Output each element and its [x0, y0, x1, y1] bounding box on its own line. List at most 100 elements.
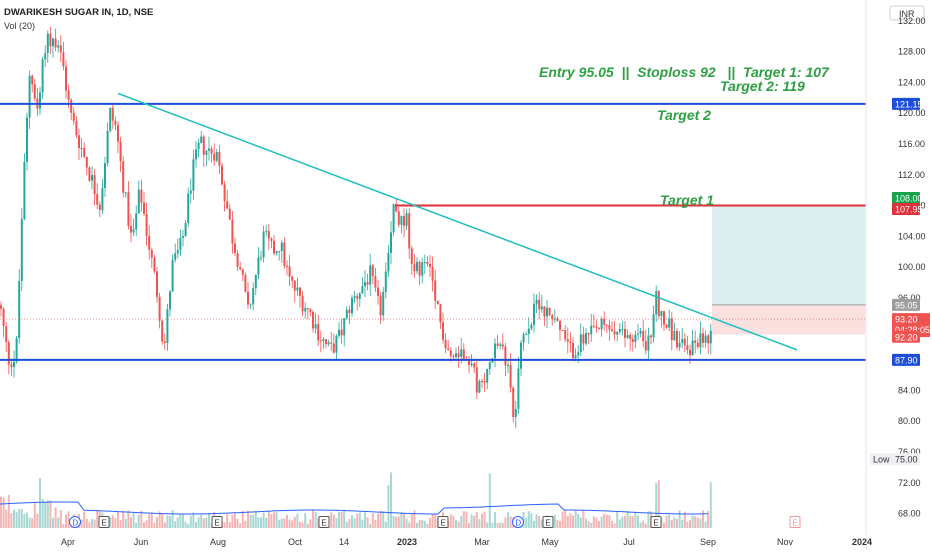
stop-badge: 92.20 [895, 332, 918, 342]
loss-zone [712, 304, 865, 335]
volume-bar [509, 516, 512, 528]
candle-body [288, 266, 291, 277]
volume-bar [483, 511, 486, 528]
volume-bar [283, 518, 286, 528]
candle-body [137, 189, 140, 214]
volume-bar [135, 522, 138, 528]
candle-body [702, 333, 704, 343]
volume-bar [478, 519, 481, 528]
time-tick-label: Nov [777, 537, 794, 547]
volume-bar [205, 517, 208, 528]
volume-bar [273, 512, 275, 528]
candle-body [124, 192, 127, 194]
volume-bar [41, 499, 44, 528]
time-axis[interactable]: Apr Jun Aug Oct 14 2023 Mar May Jul Sep Nov 2024 [0, 534, 872, 550]
candle-body [408, 213, 411, 249]
candle-body [13, 361, 15, 367]
dividend-marker [512, 516, 524, 528]
volume-bar [608, 515, 611, 528]
volume-bar [332, 514, 335, 528]
earnings-marker [318, 516, 330, 528]
volume-bar [291, 520, 294, 528]
volume-bar [421, 520, 424, 528]
candle-body [80, 148, 83, 150]
volume-bar [600, 516, 603, 528]
volume-bar [145, 520, 148, 528]
price-tick-label: 132.00 [898, 16, 926, 26]
candle-body [670, 318, 673, 341]
candle-body [44, 53, 47, 60]
volume-bar [260, 517, 262, 528]
volume-bar [286, 514, 288, 528]
volume-bar [226, 514, 229, 528]
candle-body [179, 237, 182, 250]
volume-bar [574, 510, 577, 528]
candle-body [83, 148, 86, 157]
price-tick-label: 124.00 [898, 77, 926, 87]
volume-bar [431, 513, 434, 528]
candle-body [478, 380, 481, 393]
candle-body [54, 38, 57, 48]
volume-bar [488, 473, 491, 528]
volume-bar [384, 521, 387, 528]
target2-badge: 121.15 [895, 99, 923, 109]
candle-body [280, 242, 283, 252]
volume-bar [293, 516, 296, 528]
candle-body [499, 344, 502, 346]
candle-body [590, 325, 593, 335]
volume-bar [457, 521, 460, 528]
countdown-value: 04:28:05 [895, 325, 930, 335]
candle-body [236, 253, 239, 268]
price-candles [0, 26, 712, 429]
price-axis[interactable]: INR 132.00 128.00 124.00 120.00 116.00 112.00… [865, 0, 932, 550]
candle-body [512, 387, 515, 418]
candle-body [338, 329, 340, 336]
volume-bar [535, 514, 538, 528]
volume-bar [26, 512, 28, 528]
volume-bar [2, 497, 5, 528]
candle-body [598, 328, 600, 330]
volume-bar [143, 522, 145, 528]
target1-tag-badge-bg [892, 191, 920, 204]
price-tick-label: 68.00 [898, 509, 921, 519]
volume-bar [340, 512, 343, 528]
earnings-marker [437, 516, 449, 528]
candle-body [475, 367, 478, 393]
volume-bar [405, 518, 408, 528]
candle-body [275, 251, 278, 254]
candle-body [618, 328, 621, 332]
volume-bar [338, 511, 340, 528]
volume-bar [566, 515, 569, 528]
volume-bar [663, 522, 665, 528]
candle-body [460, 349, 463, 357]
candle-body [605, 324, 608, 326]
candle-body [104, 163, 106, 188]
price-levels [0, 92, 866, 361]
candle-body [449, 350, 452, 356]
candle-body [699, 333, 702, 348]
candle-body [663, 311, 665, 325]
volume-bar [410, 513, 413, 528]
candle-body [551, 314, 554, 320]
candle-body [345, 309, 348, 319]
candle-body [59, 45, 62, 53]
earnings-marker [542, 516, 554, 528]
time-tick-label: Mar [474, 537, 490, 547]
volume-bar [171, 510, 174, 528]
volume-bar [642, 520, 645, 528]
volume-bar [390, 472, 392, 528]
candle-body [218, 152, 221, 166]
candle-body [377, 287, 379, 296]
price-tick-label: 112.00 [898, 170, 925, 180]
candle-body [405, 213, 408, 226]
candle-body [361, 286, 364, 294]
candle-body [41, 59, 44, 93]
event-label: E [792, 519, 797, 528]
volume-bar [52, 517, 54, 528]
candle-body [683, 338, 686, 346]
candle-body [228, 208, 231, 220]
volume-bar [709, 482, 712, 528]
candle-body [587, 333, 590, 335]
candle-body [483, 381, 486, 383]
